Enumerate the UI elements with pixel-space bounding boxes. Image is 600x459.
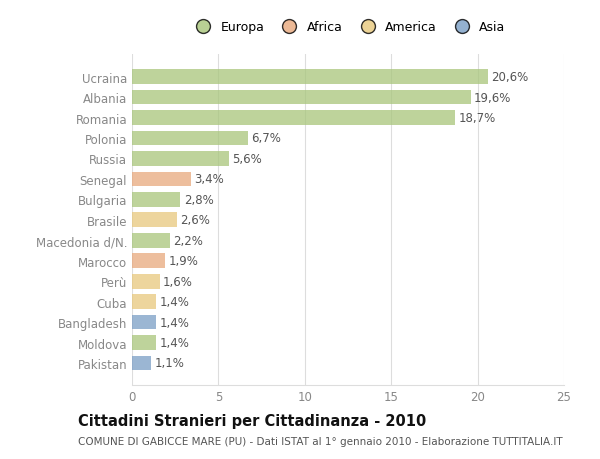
Legend: Europa, Africa, America, Asia: Europa, Africa, America, Asia [188,18,508,36]
Text: 18,7%: 18,7% [458,112,496,125]
Text: 19,6%: 19,6% [474,91,512,104]
Text: 6,7%: 6,7% [251,132,281,145]
Text: Cittadini Stranieri per Cittadinanza - 2010: Cittadini Stranieri per Cittadinanza - 2… [78,413,426,428]
Text: 1,4%: 1,4% [160,336,190,349]
Text: 2,2%: 2,2% [173,234,203,247]
Bar [132,172,191,187]
Text: 1,9%: 1,9% [168,255,198,268]
Text: COMUNE DI GABICCE MARE (PU) - Dati ISTAT al 1° gennaio 2010 - Elaborazione TUTTI: COMUNE DI GABICCE MARE (PU) - Dati ISTAT… [78,436,563,446]
Bar [132,274,160,289]
Bar [132,90,470,105]
Text: 5,6%: 5,6% [232,152,262,166]
Bar [132,193,181,207]
Bar [132,70,488,85]
Text: 2,8%: 2,8% [184,193,214,207]
Text: 2,6%: 2,6% [181,214,210,227]
Text: 1,4%: 1,4% [160,316,190,329]
Bar [132,152,229,167]
Bar [132,254,165,269]
Bar [132,233,170,248]
Bar [132,131,248,146]
Bar [132,356,151,370]
Text: 20,6%: 20,6% [491,71,529,84]
Bar [132,315,156,330]
Bar [132,213,177,228]
Bar [132,295,156,309]
Text: 1,6%: 1,6% [163,275,193,288]
Text: 1,4%: 1,4% [160,296,190,308]
Bar [132,111,455,126]
Text: 1,1%: 1,1% [154,357,184,369]
Text: 3,4%: 3,4% [194,173,224,186]
Bar [132,336,156,350]
